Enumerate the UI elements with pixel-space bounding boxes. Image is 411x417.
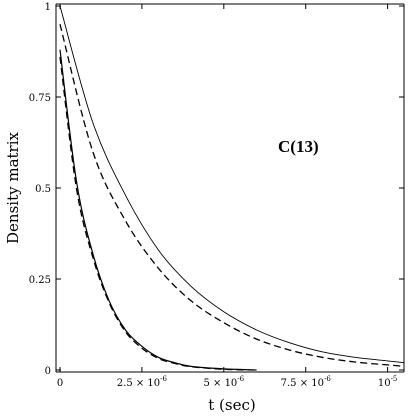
x-tick-label-mantissa: 0 xyxy=(57,378,63,389)
x-tick-label-mantissa: 2.5 × 10 xyxy=(117,378,160,389)
series-curve-solid-fast xyxy=(59,49,257,371)
series-curve-solid-slow xyxy=(59,5,405,364)
x-tick-label: 7.5 × 10-6 xyxy=(281,375,332,389)
series-curve-dashed-fast xyxy=(59,56,257,371)
series-curves xyxy=(59,5,405,371)
chart-annotation: C(13) xyxy=(278,137,319,156)
y-axis-title: Density matrix xyxy=(4,131,22,243)
x-tick-label-mantissa: 10 xyxy=(378,378,391,389)
x-tick-label: 2.5 × 10-6 xyxy=(117,375,168,389)
x-axis-ticks: 0 2.5 × 10-6 5 × 10-6 7.5 × 10-6 10-5 xyxy=(57,4,398,389)
x-tick-label: 10-5 xyxy=(378,375,398,389)
x-tick-label: 5 × 10-6 xyxy=(203,375,244,389)
x-tick-label: 0 xyxy=(57,378,63,389)
x-tick-label-exponent: -6 xyxy=(324,375,331,383)
x-tick-label-exponent: -6 xyxy=(160,375,167,383)
y-axis-ticks: 0 0.25 0.5 0.75 1 xyxy=(29,2,404,377)
x-tick-label-mantissa: 7.5 × 10 xyxy=(281,378,324,389)
y-tick-label: 0.75 xyxy=(29,93,51,104)
series-curve-dashed-slow xyxy=(59,24,405,368)
y-tick-label: 1 xyxy=(45,2,51,13)
x-axis-title: t (sec) xyxy=(208,396,255,414)
x-tick-label-exponent: -5 xyxy=(391,375,398,383)
y-tick-label: 0.25 xyxy=(29,275,51,286)
x-tick-label-exponent: -6 xyxy=(237,375,244,383)
x-tick-label-mantissa: 5 × 10 xyxy=(203,378,237,389)
y-tick-label: 0 xyxy=(45,366,51,377)
y-tick-label: 0.5 xyxy=(35,184,51,195)
